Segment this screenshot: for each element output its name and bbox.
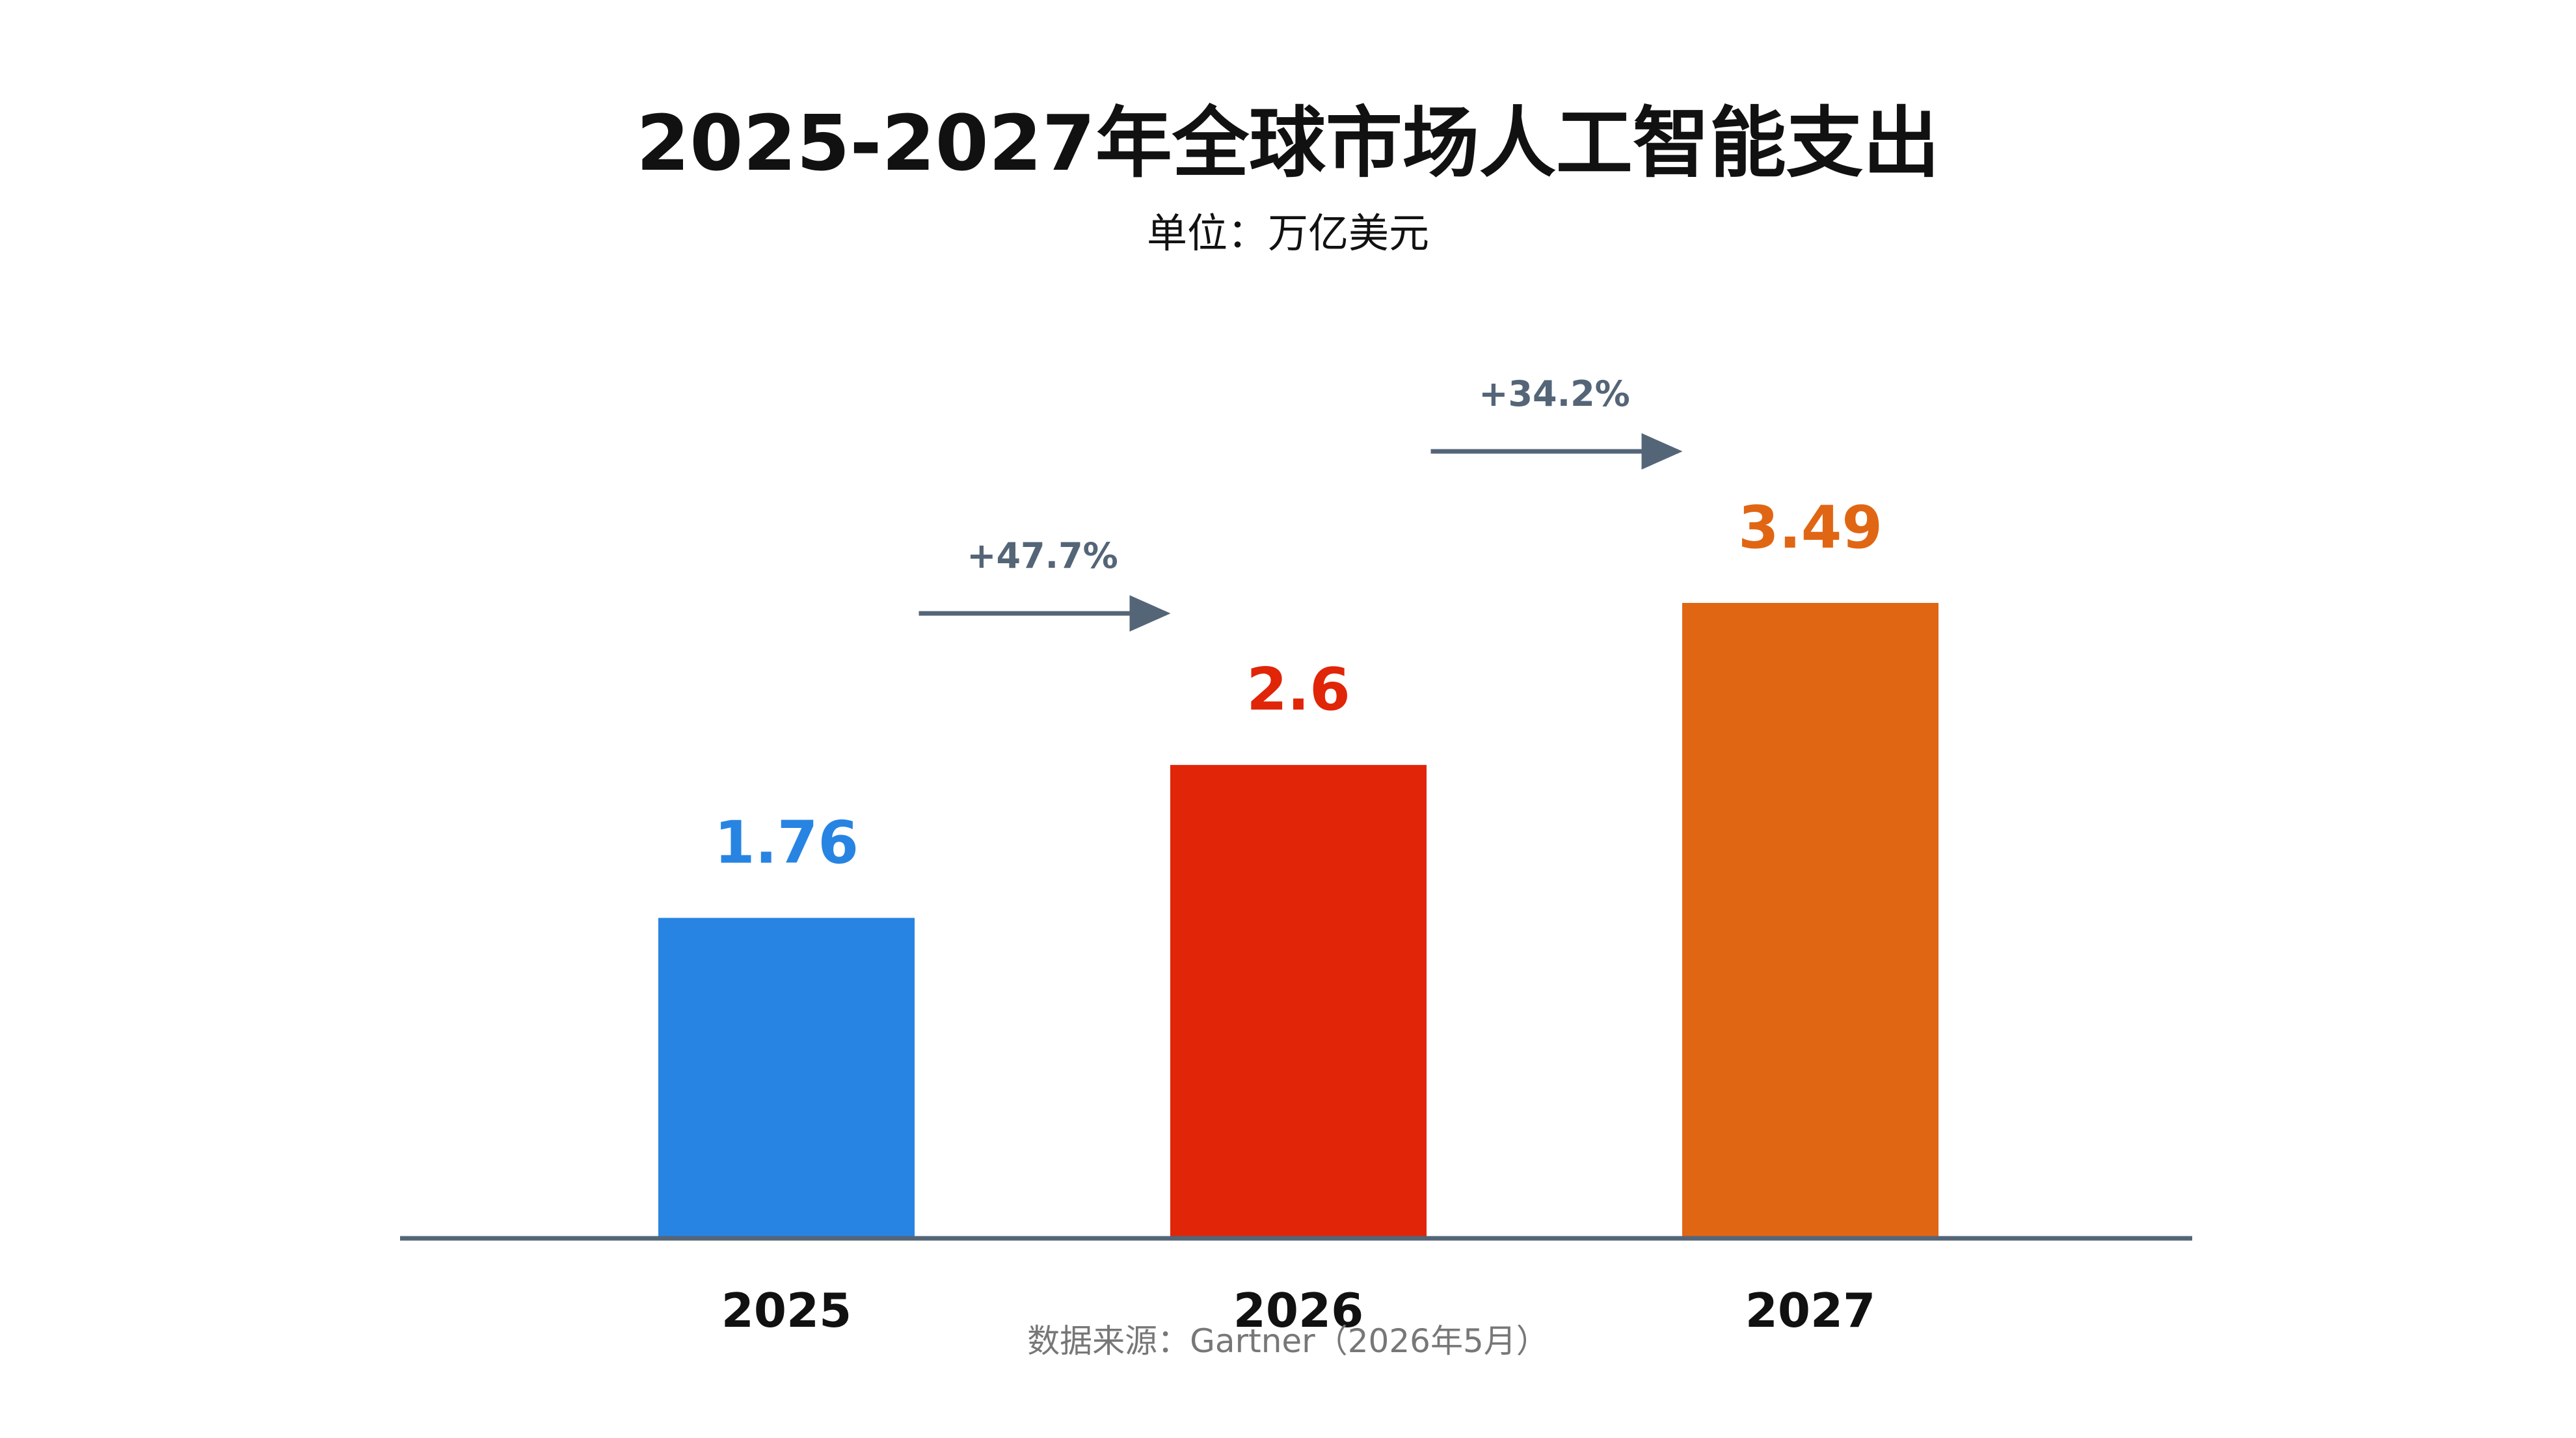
x-tick-label-2025: 2025 <box>721 1283 852 1338</box>
bars-layer: 1.76 2025 2.6 2026 3.49 2027 <box>658 494 1939 1338</box>
value-label-2026: 2.6 <box>1246 656 1350 724</box>
x-tick-label-2026: 2026 <box>1233 1283 1363 1338</box>
value-label-2025: 1.76 <box>714 808 859 877</box>
growth-annotations-layer: +47.7% +34.2% <box>919 373 1683 632</box>
chart-subtitle: 单位：万亿美元 <box>1146 209 1429 257</box>
value-label-2027: 3.49 <box>1738 494 1883 562</box>
growth-label-2: +34.2% <box>1479 373 1630 414</box>
source-note: 数据来源：Gartner（2026年5月） <box>1027 1322 1549 1360</box>
x-tick-label-2027: 2027 <box>1745 1283 1875 1338</box>
bar-2027 <box>1682 603 1939 1238</box>
chart-title: 2025-2027年全球市场人工智能支出 <box>636 98 1940 188</box>
growth-label-1: +47.7% <box>967 535 1118 576</box>
bar-2026 <box>1170 765 1427 1238</box>
bar-2025 <box>658 918 915 1238</box>
